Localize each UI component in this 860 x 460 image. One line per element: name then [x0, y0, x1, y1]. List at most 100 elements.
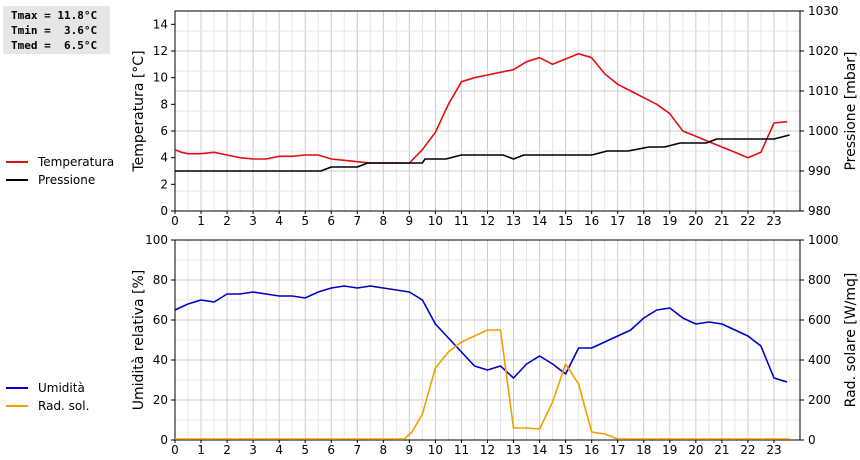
- legend-item-rad-sol: Rad. sol.: [6, 397, 89, 415]
- chart1-xtick-label: 0: [171, 214, 179, 228]
- legend-swatch-rad-sol: [6, 405, 28, 407]
- chart1-xtick-label: 13: [506, 214, 521, 228]
- chart1-xtick-label: 3: [249, 214, 257, 228]
- chart2-xtick-label: 5: [301, 443, 309, 457]
- chart1-xtick-label: 8: [380, 214, 388, 228]
- chart1-xtick-label: 12: [480, 214, 495, 228]
- chart2-xtick-label: 11: [454, 443, 469, 457]
- legend-label-umidita: Umidità: [38, 381, 85, 395]
- chart2-y2tick-label: 400: [808, 353, 831, 367]
- chart1-y2tick-label: 990: [808, 164, 831, 178]
- chart2-xtick-label: 9: [406, 443, 414, 457]
- chart2-xtick-label: 1: [197, 443, 205, 457]
- chart1-xtick-label: 22: [740, 214, 755, 228]
- legend-swatch-pressione: [6, 179, 28, 181]
- legend-swatch-temperatura: [6, 161, 28, 163]
- chart2-xtick-label: 8: [380, 443, 388, 457]
- chart1-y2tick-label: 1030: [808, 4, 839, 18]
- chart2-series-umidit: [174, 285, 788, 383]
- chart1-ytick-label: 0: [160, 204, 168, 218]
- chart2-xtick-label: 23: [766, 443, 781, 457]
- chart2-ytick-label: 80: [153, 273, 168, 287]
- chart1-xtick-label: 4: [275, 214, 283, 228]
- chart1-xtick-label: 9: [406, 214, 414, 228]
- chart2-xtick-label: 19: [662, 443, 677, 457]
- chart1-xtick-label: 19: [662, 214, 677, 228]
- chart2-xtick-label: 4: [275, 443, 283, 457]
- chart1-xtick-label: 20: [688, 214, 703, 228]
- chart1-ytick-label: 6: [160, 124, 168, 138]
- chart2-ytick-label: 20: [153, 393, 168, 407]
- chart1-xtick-label: 18: [636, 214, 651, 228]
- chart1-xtick-label: 14: [532, 214, 547, 228]
- stat-tmax: Tmax = 11.8°C: [11, 9, 98, 22]
- chart1-ytick-label: 10: [153, 71, 168, 85]
- legend-top: Temperatura Pressione: [6, 153, 114, 189]
- chart1-xtick-label: 15: [558, 214, 573, 228]
- chart2-xtick-label: 6: [327, 443, 335, 457]
- chart2-y2tick-label: 1000: [808, 233, 839, 247]
- chart2-xtick-label: 7: [353, 443, 361, 457]
- chart2-xtick-label: 14: [532, 443, 547, 457]
- legend-item-pressione: Pressione: [6, 171, 114, 189]
- chart2-y2label: Rad. solare [W/mq]: [843, 273, 859, 408]
- chart2-ylabel: Umidità relativa [%]: [131, 270, 147, 411]
- chart1-xtick-label: 11: [454, 214, 469, 228]
- chart2-y2tick-label: 800: [808, 273, 831, 287]
- chart2-ytick-label: 0: [160, 433, 168, 447]
- chart1-xtick-label: 5: [301, 214, 309, 228]
- stats-box: Tmax = 11.8°C Tmin = 3.6°C Tmed = 6.5°C: [3, 6, 110, 54]
- chart1-ytick-label: 14: [153, 17, 168, 31]
- chart1-y2tick-label: 980: [808, 204, 831, 218]
- stat-tmed: Tmed = 6.5°C: [11, 39, 98, 52]
- chart1-ytick-label: 4: [160, 151, 168, 165]
- chart1-y2label: Pressione [mbar]: [843, 51, 859, 170]
- stat-tmin: Tmin = 3.6°C: [11, 24, 98, 37]
- legend-label-temperatura: Temperatura: [38, 155, 115, 169]
- chart1-xtick-label: 17: [610, 214, 625, 228]
- chart1-xtick-label: 23: [766, 214, 781, 228]
- legend-label-rad-sol: Rad. sol.: [38, 399, 90, 413]
- chart2-ytick-label: 100: [145, 233, 168, 247]
- chart2-xtick-label: 15: [558, 443, 573, 457]
- chart1-y2tick-label: 1000: [808, 124, 839, 138]
- chart2-series-rad-sol: [175, 329, 790, 440]
- chart2-y2tick-label: 0: [808, 433, 816, 447]
- chart2-xtick-label: 16: [584, 443, 599, 457]
- legend-item-umidita: Umidità: [6, 379, 89, 397]
- legend-bottom: Umidità Rad. sol.: [6, 379, 89, 415]
- chart2-y2tick-label: 600: [808, 313, 831, 327]
- chart2-xtick-label: 20: [688, 443, 703, 457]
- chart1-xtick-label: 10: [428, 214, 443, 228]
- chart1-ytick-label: 12: [153, 44, 168, 58]
- chart1-ytick-label: 8: [160, 97, 168, 111]
- chart1-xtick-label: 2: [223, 214, 231, 228]
- chart1-ytick-label: 2: [160, 177, 168, 191]
- chart1-xtick-label: 21: [714, 214, 729, 228]
- chart2-ytick-label: 60: [153, 313, 168, 327]
- chart1-xtick-label: 6: [327, 214, 335, 228]
- chart1-series-pressione: [175, 134, 790, 172]
- chart2-xtick-label: 22: [740, 443, 755, 457]
- chart1-y2tick-label: 1010: [808, 84, 839, 98]
- legend-label-pressione: Pressione: [38, 173, 96, 187]
- chart2-xtick-label: 10: [428, 443, 443, 457]
- chart1-xtick-label: 1: [197, 214, 205, 228]
- chart2-xtick-label: 3: [249, 443, 257, 457]
- chart1-xtick-label: 16: [584, 214, 599, 228]
- chart2-xtick-label: 13: [506, 443, 521, 457]
- chart2-y2tick-label: 200: [808, 393, 831, 407]
- chart2-ytick-label: 40: [153, 353, 168, 367]
- chart2-xtick-label: 21: [714, 443, 729, 457]
- chart2-xtick-label: 12: [480, 443, 495, 457]
- chart2-xtick-label: 18: [636, 443, 651, 457]
- legend-swatch-umidita: [6, 387, 28, 389]
- legend-item-temperatura: Temperatura: [6, 153, 114, 171]
- chart1-y2tick-label: 1020: [808, 44, 839, 58]
- chart2-xtick-label: 17: [610, 443, 625, 457]
- chart1-xtick-label: 7: [353, 214, 361, 228]
- chart1-series-temperatura: [174, 52, 788, 164]
- chart2-xtick-label: 0: [171, 443, 179, 457]
- chart1-ylabel: Temperatura [°C]: [131, 50, 147, 172]
